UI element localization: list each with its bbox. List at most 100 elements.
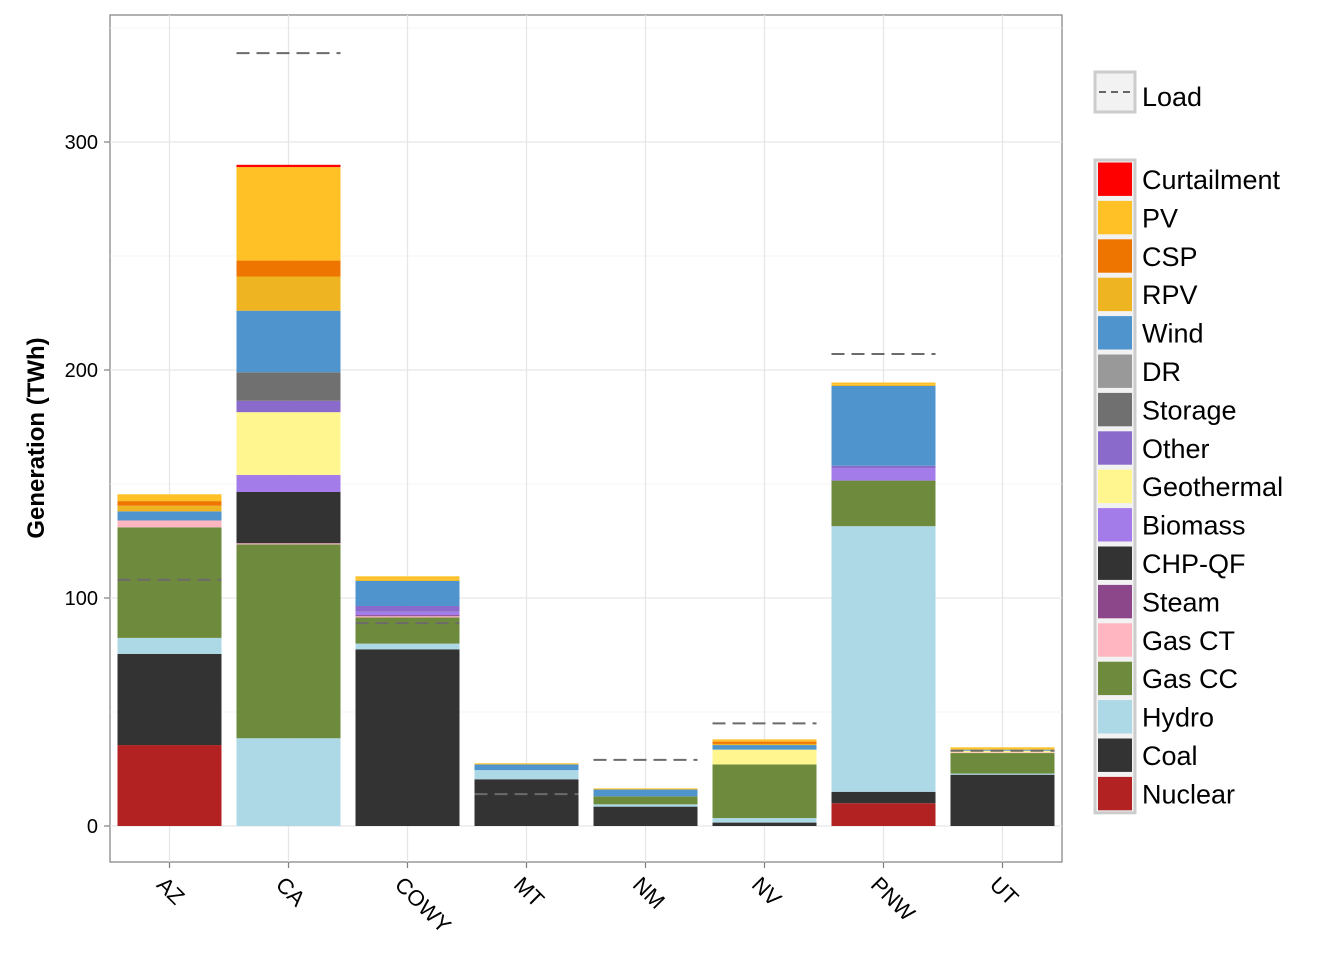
legend-label-steam: Steam xyxy=(1142,587,1220,617)
bar-segment-CA-pv xyxy=(236,167,341,261)
bar-segment-CA-other xyxy=(236,400,341,413)
bar-segment-COWY-pv xyxy=(355,576,460,580)
bar-segment-PNW-hydro xyxy=(831,526,936,792)
bar-segment-PNW-wind xyxy=(831,385,936,466)
bar-segment-COWY-steam xyxy=(355,615,460,617)
x-axis: AZ CA COWY MT NM NV PNW UT xyxy=(152,862,1023,938)
bar-segment-MT-hydro xyxy=(474,770,579,780)
legend-label-csp: CSP xyxy=(1142,242,1198,272)
x-tick-label-CA: CA xyxy=(271,872,311,912)
bar-segment-NM-wind xyxy=(593,789,698,797)
legend-load: Load xyxy=(1093,70,1202,114)
bar-segment-AZ-coal xyxy=(117,653,222,746)
legend-label-hydro: Hydro xyxy=(1142,703,1214,733)
y-tick-label: 200 xyxy=(65,360,98,382)
x-tick-label-PNW: PNW xyxy=(866,872,920,926)
bar-segment-PNW-other xyxy=(831,465,936,469)
legend-label-rpv: RPV xyxy=(1142,280,1198,310)
bar-segment-PNW-biomass xyxy=(831,468,936,481)
legend-swatch-chp-qf xyxy=(1098,546,1132,580)
bar-segment-MT-wind xyxy=(474,764,579,771)
legend-swatch-pv xyxy=(1098,200,1132,235)
bar-segment-COWY-wind xyxy=(355,580,460,606)
bar-segment-PNW-nuclear xyxy=(831,803,936,826)
bar-segment-NM-coal xyxy=(593,806,698,826)
bar-segment-CA-wind xyxy=(236,310,341,373)
legend-swatch-curtailment xyxy=(1098,162,1132,196)
bar-segment-CA-storage xyxy=(236,372,341,401)
legend-label-chp-qf: CHP-QF xyxy=(1142,549,1246,579)
bar-segment-PNW-coal xyxy=(831,791,936,804)
bar-segment-CA-gas-cc xyxy=(236,544,341,739)
legend-swatch-dr xyxy=(1098,354,1132,388)
bar-segment-NV-csp xyxy=(712,741,817,744)
legend-swatch-geothermal xyxy=(1098,469,1132,504)
bar-segment-CA-chp-qf xyxy=(236,491,341,544)
bar-segment-UT-gas-cc xyxy=(950,753,1055,774)
bar-segment-AZ-gas-cc xyxy=(117,527,222,638)
y-tick-label: 100 xyxy=(65,588,98,610)
legend-swatch-nuclear xyxy=(1098,776,1132,811)
legend-swatch-hydro xyxy=(1098,700,1132,734)
bar-segment-AZ-hydro xyxy=(117,637,222,654)
bar-segment-CA-csp xyxy=(236,260,341,277)
legend-swatch-steam xyxy=(1098,584,1132,619)
legend-label-wind: Wind xyxy=(1142,319,1204,349)
bar-segment-NV-geothermal xyxy=(712,749,817,765)
legend-swatch-biomass xyxy=(1098,508,1132,542)
bar-segment-CA-hydro xyxy=(236,738,341,826)
bar-segment-UT-coal xyxy=(950,774,1055,826)
bar-segment-NM-pv xyxy=(593,788,698,790)
legend: Curtailment PV CSP RPV Wind DR Storage Other Geo… xyxy=(1093,158,1283,815)
load-lines xyxy=(117,52,1055,796)
legend-label-storage: Storage xyxy=(1142,395,1237,425)
bar-segment-UT-hydro xyxy=(950,773,1055,775)
bar-segment-PNW-gas-cc xyxy=(831,480,936,527)
legend-label-nuclear: Nuclear xyxy=(1142,779,1235,809)
legend-load-label: Load xyxy=(1142,82,1202,112)
bar-segment-COWY-gas-cc xyxy=(355,617,460,644)
legend-swatch-other xyxy=(1098,431,1132,465)
bar-segment-NV-rpv xyxy=(712,743,817,746)
bar-segment-COWY-other xyxy=(355,605,460,612)
x-tick-label-NM: NM xyxy=(628,872,670,914)
bar-segment-AZ-pv xyxy=(117,494,222,502)
bar-segment-CA-gas-ct xyxy=(236,543,341,545)
bar-segment-UT-gas-ct xyxy=(950,752,1055,754)
legend-swatch-gas-ct xyxy=(1098,623,1132,657)
bar-segment-PNW-pv xyxy=(831,382,936,385)
legend-swatch-rpv xyxy=(1098,277,1132,312)
legend-swatch-storage xyxy=(1098,392,1132,427)
bar-segment-UT-rpv xyxy=(950,749,1055,750)
bar-segment-COWY-rpv xyxy=(355,579,460,581)
legend-label-dr: DR xyxy=(1142,357,1181,387)
y-axis: 0 100 200 300 xyxy=(65,132,110,838)
legend-swatch-coal xyxy=(1098,738,1132,772)
x-tick-label-UT: UT xyxy=(985,872,1023,910)
bar-segment-AZ-rpv xyxy=(117,505,222,512)
bar-segment-NV-coal xyxy=(712,822,817,826)
x-tick-label-COWY: COWY xyxy=(390,872,456,938)
y-tick-label: 0 xyxy=(87,816,98,838)
x-tick-label-MT: MT xyxy=(509,872,549,912)
bar-segment-COWY-gas-ct xyxy=(355,616,460,618)
x-tick-label-NV: NV xyxy=(747,872,787,912)
legend-swatch-wind xyxy=(1098,316,1132,350)
legend-swatch-csp xyxy=(1098,239,1132,273)
legend-swatch-gas-cc xyxy=(1098,661,1132,696)
bar-segment-CA-curtailment xyxy=(236,164,341,168)
legend-label-pv: PV xyxy=(1142,203,1178,233)
y-tick-label: 300 xyxy=(65,132,98,154)
bar-segment-NV-gas-cc xyxy=(712,764,817,819)
legend-label-biomass: Biomass xyxy=(1142,511,1246,541)
bar-segment-NM-gas-cc xyxy=(593,796,698,805)
bar-segment-PNW-rpv xyxy=(831,384,936,386)
bar-segment-AZ-csp xyxy=(117,501,222,506)
bar-segment-CA-geothermal xyxy=(236,412,341,475)
y-axis-title: Generation (TWh) xyxy=(23,337,50,538)
bars xyxy=(117,164,1055,826)
x-tick-label-AZ: AZ xyxy=(152,872,190,910)
bar-segment-AZ-wind xyxy=(117,511,222,521)
bar-segment-NV-hydro xyxy=(712,818,817,823)
